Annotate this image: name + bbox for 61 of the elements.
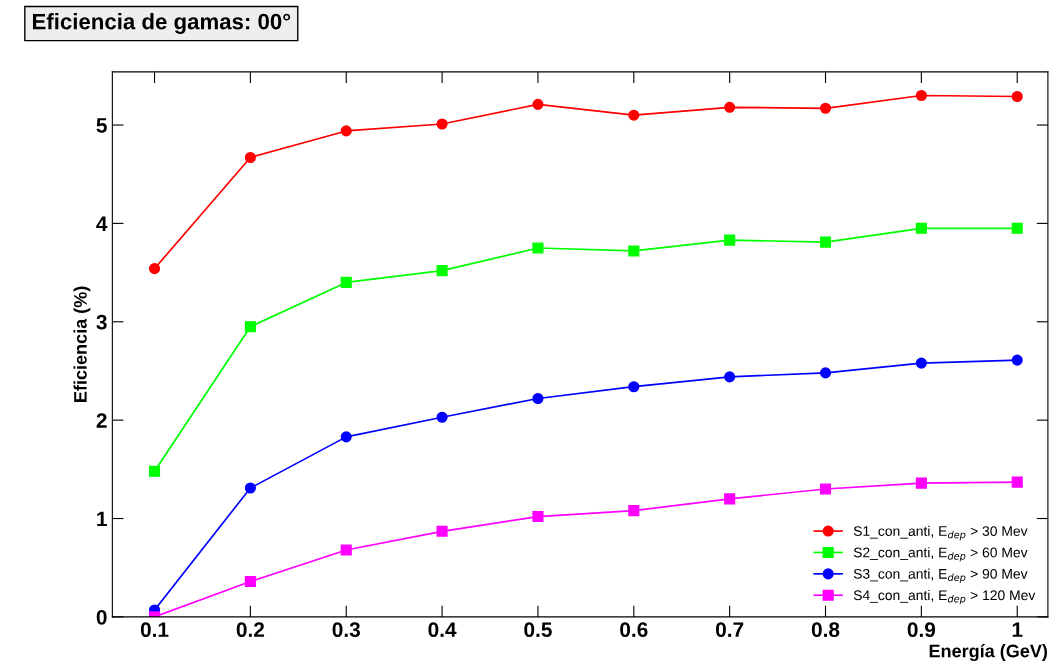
legend-label: S3_con_anti, E$_{dep}$ > 90 Mev bbox=[853, 568, 1028, 583]
point bbox=[1011, 354, 1023, 366]
chart-title: Eficiencia de gamas: 00° bbox=[32, 13, 291, 34]
point bbox=[148, 465, 161, 477]
point bbox=[436, 411, 448, 423]
point bbox=[1011, 222, 1023, 234]
point bbox=[532, 510, 544, 523]
x-axis-title: Energía (GeV) bbox=[929, 643, 1048, 662]
point bbox=[628, 505, 640, 517]
point bbox=[340, 431, 352, 443]
x-tick-label: 0.8 bbox=[811, 622, 840, 638]
x-tick-label: 0.6 bbox=[620, 622, 648, 638]
legend-label: S2_con_anti, E$_{dep}$ > 60 Mev bbox=[853, 547, 1028, 562]
point bbox=[724, 493, 736, 505]
x-tick-label: 0.1 bbox=[140, 622, 169, 638]
point bbox=[628, 245, 640, 257]
point bbox=[244, 575, 256, 588]
point bbox=[244, 151, 256, 164]
x-tick-label: 0.2 bbox=[236, 622, 265, 638]
point bbox=[148, 263, 161, 275]
point bbox=[724, 234, 736, 246]
point bbox=[340, 125, 352, 137]
point bbox=[915, 222, 927, 234]
point bbox=[532, 242, 544, 254]
point bbox=[340, 544, 352, 556]
point bbox=[1011, 90, 1023, 103]
x-tick-label: 0.9 bbox=[907, 622, 936, 638]
legend-label: S4_con_anti, E$_{dep}$ > 120 Mev bbox=[853, 589, 1036, 605]
x-tick-label: 1 bbox=[1012, 622, 1023, 637]
point bbox=[1011, 476, 1023, 488]
point bbox=[915, 89, 927, 102]
y-tick-label: 3 bbox=[96, 314, 107, 330]
point bbox=[915, 477, 927, 489]
y-tick-label: 2 bbox=[96, 413, 107, 428]
point bbox=[724, 101, 736, 113]
point bbox=[724, 371, 736, 383]
y-tick-label: 5 bbox=[96, 118, 107, 133]
point bbox=[628, 381, 640, 393]
point bbox=[915, 357, 927, 369]
point bbox=[340, 276, 352, 288]
y-tick-label: 0 bbox=[96, 609, 107, 625]
point bbox=[819, 236, 832, 248]
y-tick-label: 1 bbox=[97, 511, 107, 527]
point bbox=[532, 98, 544, 110]
point bbox=[436, 525, 448, 537]
point bbox=[532, 392, 544, 405]
point bbox=[244, 321, 256, 333]
point bbox=[819, 367, 832, 379]
point bbox=[819, 102, 832, 114]
point bbox=[819, 483, 832, 495]
x-tick-label: 0.4 bbox=[428, 622, 457, 638]
point bbox=[436, 118, 448, 130]
point bbox=[436, 265, 448, 277]
point bbox=[244, 482, 256, 494]
x-tick-label: 0.3 bbox=[332, 622, 360, 638]
point bbox=[628, 109, 640, 121]
legend-label: S1_con_anti, E$_{dep}$ > 30 Mev bbox=[853, 525, 1028, 541]
y-tick-label: 4 bbox=[96, 216, 108, 231]
y-axis-title: Eficiencia (%) bbox=[73, 286, 91, 402]
x-tick-label: 0.7 bbox=[716, 622, 744, 638]
x-tick-label: 0.5 bbox=[524, 622, 552, 638]
